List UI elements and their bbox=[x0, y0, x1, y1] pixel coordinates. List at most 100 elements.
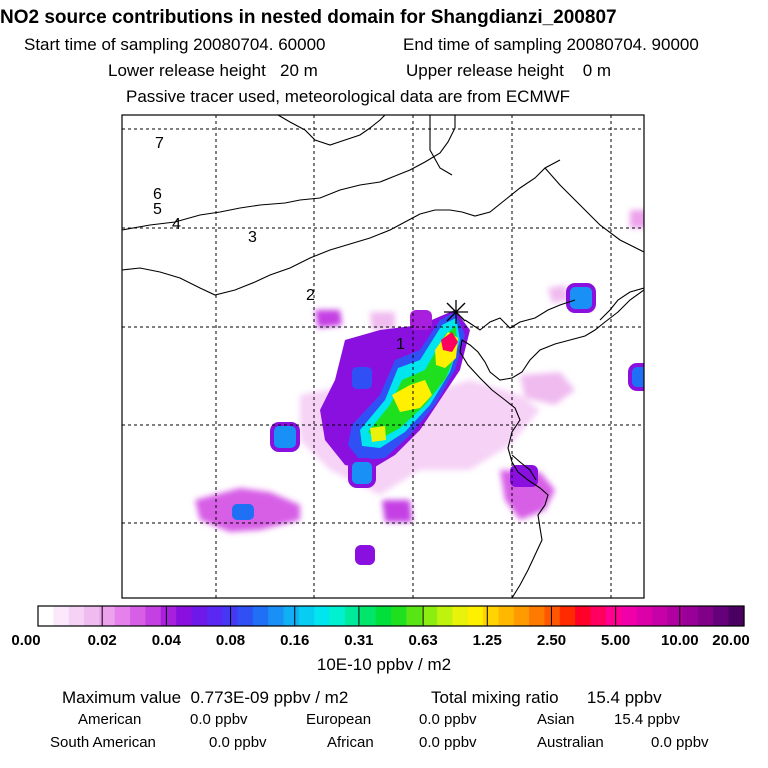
blue-cell bbox=[270, 422, 300, 452]
colorbar-tick-label: 0.31 bbox=[344, 632, 374, 649]
colorbar-swatch bbox=[268, 606, 285, 626]
colorbar-tick-label: 0.00 bbox=[11, 632, 41, 649]
plume-layer-red bbox=[441, 332, 458, 352]
map-boundaries bbox=[122, 115, 644, 598]
map-frame bbox=[121, 114, 645, 599]
colorbar-swatch bbox=[621, 606, 638, 626]
colorbar-tick-label: 0.02 bbox=[87, 632, 117, 649]
colorbar-unit-label: 10E-10 ppbv / m2 bbox=[316, 655, 452, 674]
hour-marker: 2 bbox=[306, 287, 315, 304]
colorbar-swatch bbox=[53, 606, 70, 626]
colorbar-swatch bbox=[406, 606, 423, 626]
colorbar-swatch bbox=[667, 606, 684, 626]
colorbar-swatch bbox=[114, 606, 131, 626]
plume-layer-green bbox=[368, 326, 457, 440]
colorbar-swatch bbox=[452, 606, 469, 626]
border-line bbox=[429, 115, 453, 176]
region-value: 15.4 ppbv bbox=[614, 711, 680, 728]
gridlines bbox=[122, 115, 644, 598]
plume-faint-patch bbox=[548, 285, 570, 303]
region-name: American bbox=[78, 711, 142, 728]
blue-cell bbox=[348, 458, 376, 488]
colorbar-swatch bbox=[360, 606, 377, 626]
colorbar-swatch bbox=[437, 606, 453, 626]
colorbar-swatch bbox=[237, 606, 254, 626]
colorbar-swatch bbox=[544, 606, 561, 626]
colorbar-swatch bbox=[590, 606, 607, 626]
plume-faint-patch bbox=[370, 312, 395, 330]
colorbar-swatch bbox=[145, 606, 162, 626]
colorbar-swatch bbox=[498, 606, 515, 626]
plume-faint-patch bbox=[520, 372, 575, 405]
tracer-label: Passive tracer used, meteorological data… bbox=[126, 87, 571, 106]
colorbar-tick-label: 0.08 bbox=[215, 632, 246, 649]
blue-cell bbox=[348, 363, 376, 393]
colorbar-swatch bbox=[605, 606, 622, 626]
colorbar-swatch bbox=[391, 606, 407, 626]
colorbar-swatch bbox=[252, 606, 269, 626]
hour-marker: 7 bbox=[155, 135, 164, 152]
region-value: 0.0 ppbv bbox=[209, 734, 267, 751]
colorbar-swatch bbox=[651, 606, 668, 626]
colorbar-swatch bbox=[160, 606, 177, 626]
violet-cell bbox=[355, 545, 375, 565]
plume-faint-patch bbox=[315, 310, 342, 328]
max-value-label: Maximum value 0.773E-09 ppbv / m2 bbox=[62, 688, 349, 707]
region-name: Australian bbox=[537, 734, 604, 751]
hour-marker: 6 bbox=[153, 186, 162, 203]
start-time-label: Start time of sampling 20080704. 60000 bbox=[24, 35, 326, 54]
colorbar-tick-label: 5.00 bbox=[601, 632, 631, 649]
coastline bbox=[599, 287, 644, 321]
station-marker bbox=[444, 300, 468, 324]
colorbar-swatch bbox=[68, 606, 85, 626]
colorbar-swatch bbox=[559, 606, 576, 626]
colorbar-tick-label: 10.00 bbox=[661, 632, 699, 649]
blue-cell bbox=[566, 283, 596, 313]
heatmap-layer bbox=[195, 210, 644, 565]
colorbar-swatch bbox=[176, 606, 193, 626]
region-name: Asian bbox=[537, 711, 575, 728]
region-name: South American bbox=[50, 734, 156, 751]
upper-release-label: Upper release height 0 m bbox=[406, 61, 612, 80]
colorbar-frame bbox=[37, 605, 745, 627]
colorbar-swatch bbox=[130, 606, 147, 626]
colorbar-tick-label: 20.00 bbox=[712, 632, 750, 649]
border-line bbox=[277, 115, 386, 146]
region-name: European bbox=[306, 711, 372, 728]
colorbar-swatch bbox=[38, 606, 54, 626]
border-line bbox=[464, 299, 576, 331]
colorbar-tick-label: 0.04 bbox=[151, 632, 181, 649]
colorbar-swatch bbox=[682, 606, 699, 626]
colorbar-tick-label: 0.63 bbox=[408, 632, 438, 649]
colorbar-swatch bbox=[483, 606, 500, 626]
colorbar-swatch bbox=[636, 606, 653, 626]
blue-cell bbox=[232, 504, 254, 520]
colorbar-swatch bbox=[728, 606, 745, 626]
plume-faint-patch bbox=[630, 210, 644, 228]
end-time-label: End time of sampling 20080704. 90000 bbox=[403, 35, 699, 54]
coastline bbox=[459, 289, 644, 598]
colorbar-swatch bbox=[314, 606, 331, 626]
colorbar-swatch bbox=[697, 606, 714, 626]
border-line bbox=[122, 159, 561, 296]
border-line bbox=[122, 115, 456, 231]
colorbar-swatch bbox=[298, 606, 315, 626]
colorbar-tick-label: 1.25 bbox=[472, 632, 502, 649]
violet-cell bbox=[410, 310, 432, 330]
colorbar-swatch bbox=[206, 606, 223, 626]
blue-cell bbox=[628, 363, 644, 391]
region-value: 0.0 ppbv bbox=[190, 711, 248, 728]
region-name: African bbox=[327, 734, 374, 751]
hour-marker: 5 bbox=[153, 201, 162, 218]
colorbar-swatch bbox=[467, 606, 484, 626]
colorbar-swatch bbox=[513, 606, 530, 626]
hour-marker: 3 bbox=[248, 229, 257, 246]
plume-layer-yellow bbox=[392, 380, 432, 412]
border-line bbox=[544, 167, 644, 253]
region-value: 0.0 ppbv bbox=[419, 711, 477, 728]
colorbar-swatch bbox=[84, 606, 100, 626]
colorbar-swatch bbox=[329, 606, 346, 626]
hour-marker: 4 bbox=[172, 216, 181, 233]
colorbar-swatch bbox=[375, 606, 392, 626]
